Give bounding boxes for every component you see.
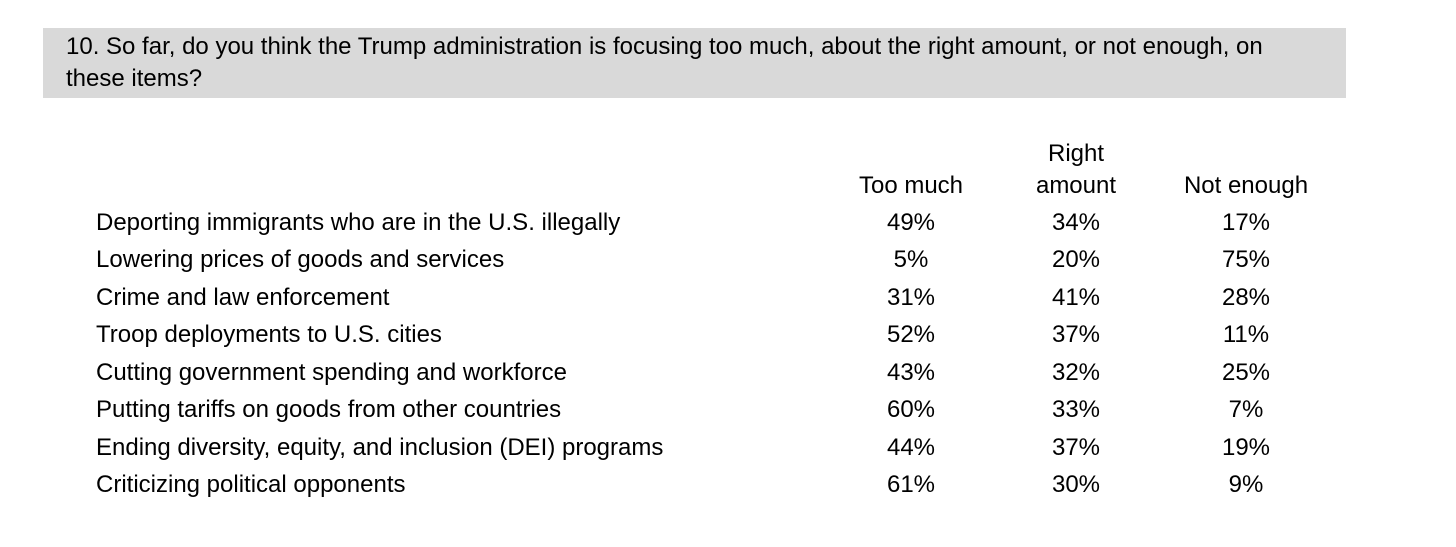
row-label: Putting tariffs on goods from other coun… xyxy=(96,396,562,424)
row-label: Criticizing political opponents xyxy=(96,471,406,499)
value-too-much: 49% xyxy=(886,208,936,236)
value-not-enough: 28% xyxy=(1221,283,1271,311)
value-right-amount: 33% xyxy=(1051,396,1101,424)
table-row: Criticizing political opponents 61% 30% … xyxy=(96,467,1326,505)
value-right-amount: 41% xyxy=(1051,283,1101,311)
value-right-amount: 32% xyxy=(1051,358,1101,386)
table-header-row: Too much Right amount Not enough xyxy=(96,134,1326,202)
row-label: Ending diversity, equity, and inclusion … xyxy=(96,433,664,461)
column-header-not-enough-label: Not enough xyxy=(1183,172,1309,199)
value-right-amount: 30% xyxy=(1051,471,1101,499)
value-right-amount: 37% xyxy=(1051,321,1101,349)
table-rows: Deporting immigrants who are in the U.S.… xyxy=(96,204,1326,504)
value-not-enough: 19% xyxy=(1221,433,1271,461)
value-too-much: 31% xyxy=(886,283,936,311)
table-row: Deporting immigrants who are in the U.S.… xyxy=(96,204,1326,242)
value-too-much: 60% xyxy=(886,396,936,424)
row-label: Deporting immigrants who are in the U.S.… xyxy=(96,208,621,236)
table-row: Putting tariffs on goods from other coun… xyxy=(96,392,1326,430)
value-not-enough: 9% xyxy=(1228,471,1264,499)
table-row: Ending diversity, equity, and inclusion … xyxy=(96,429,1326,467)
column-header-right-amount-line1: Right xyxy=(1047,140,1105,167)
value-right-amount: 34% xyxy=(1051,208,1101,236)
table-row: Lowering prices of goods and services 5%… xyxy=(96,242,1326,280)
value-too-much: 52% xyxy=(886,321,936,349)
row-label: Cutting government spending and workforc… xyxy=(96,358,567,386)
value-not-enough: 25% xyxy=(1221,358,1271,386)
column-header-right-amount: Right amount xyxy=(986,138,1166,202)
value-too-much: 43% xyxy=(886,358,936,386)
value-not-enough: 75% xyxy=(1221,246,1271,274)
value-not-enough: 17% xyxy=(1221,208,1271,236)
column-header-right-amount-line2: amount xyxy=(1035,172,1117,199)
value-right-amount: 20% xyxy=(1051,246,1101,274)
table-row: Troop deployments to U.S. cities 52% 37%… xyxy=(96,317,1326,355)
table-row: Cutting government spending and workforc… xyxy=(96,354,1326,392)
value-not-enough: 7% xyxy=(1228,396,1264,424)
results-table: Too much Right amount Not enough Deporti… xyxy=(96,134,1326,504)
question-text: 10. So far, do you think the Trump admin… xyxy=(66,33,1263,92)
table-row: Crime and law enforcement 31% 41% 28% xyxy=(96,279,1326,317)
value-too-much: 5% xyxy=(893,246,929,274)
value-not-enough: 11% xyxy=(1222,321,1270,349)
value-too-much: 61% xyxy=(886,471,936,499)
row-label: Lowering prices of goods and services xyxy=(96,246,505,274)
row-label: Troop deployments to U.S. cities xyxy=(96,321,442,349)
row-label: Crime and law enforcement xyxy=(96,283,390,311)
column-header-too-much-label: Too much xyxy=(858,172,964,199)
question-header: 10. So far, do you think the Trump admin… xyxy=(43,28,1346,98)
column-header-too-much: Too much xyxy=(836,170,986,202)
column-header-not-enough: Not enough xyxy=(1166,170,1326,202)
value-right-amount: 37% xyxy=(1051,433,1101,461)
value-too-much: 44% xyxy=(886,433,936,461)
